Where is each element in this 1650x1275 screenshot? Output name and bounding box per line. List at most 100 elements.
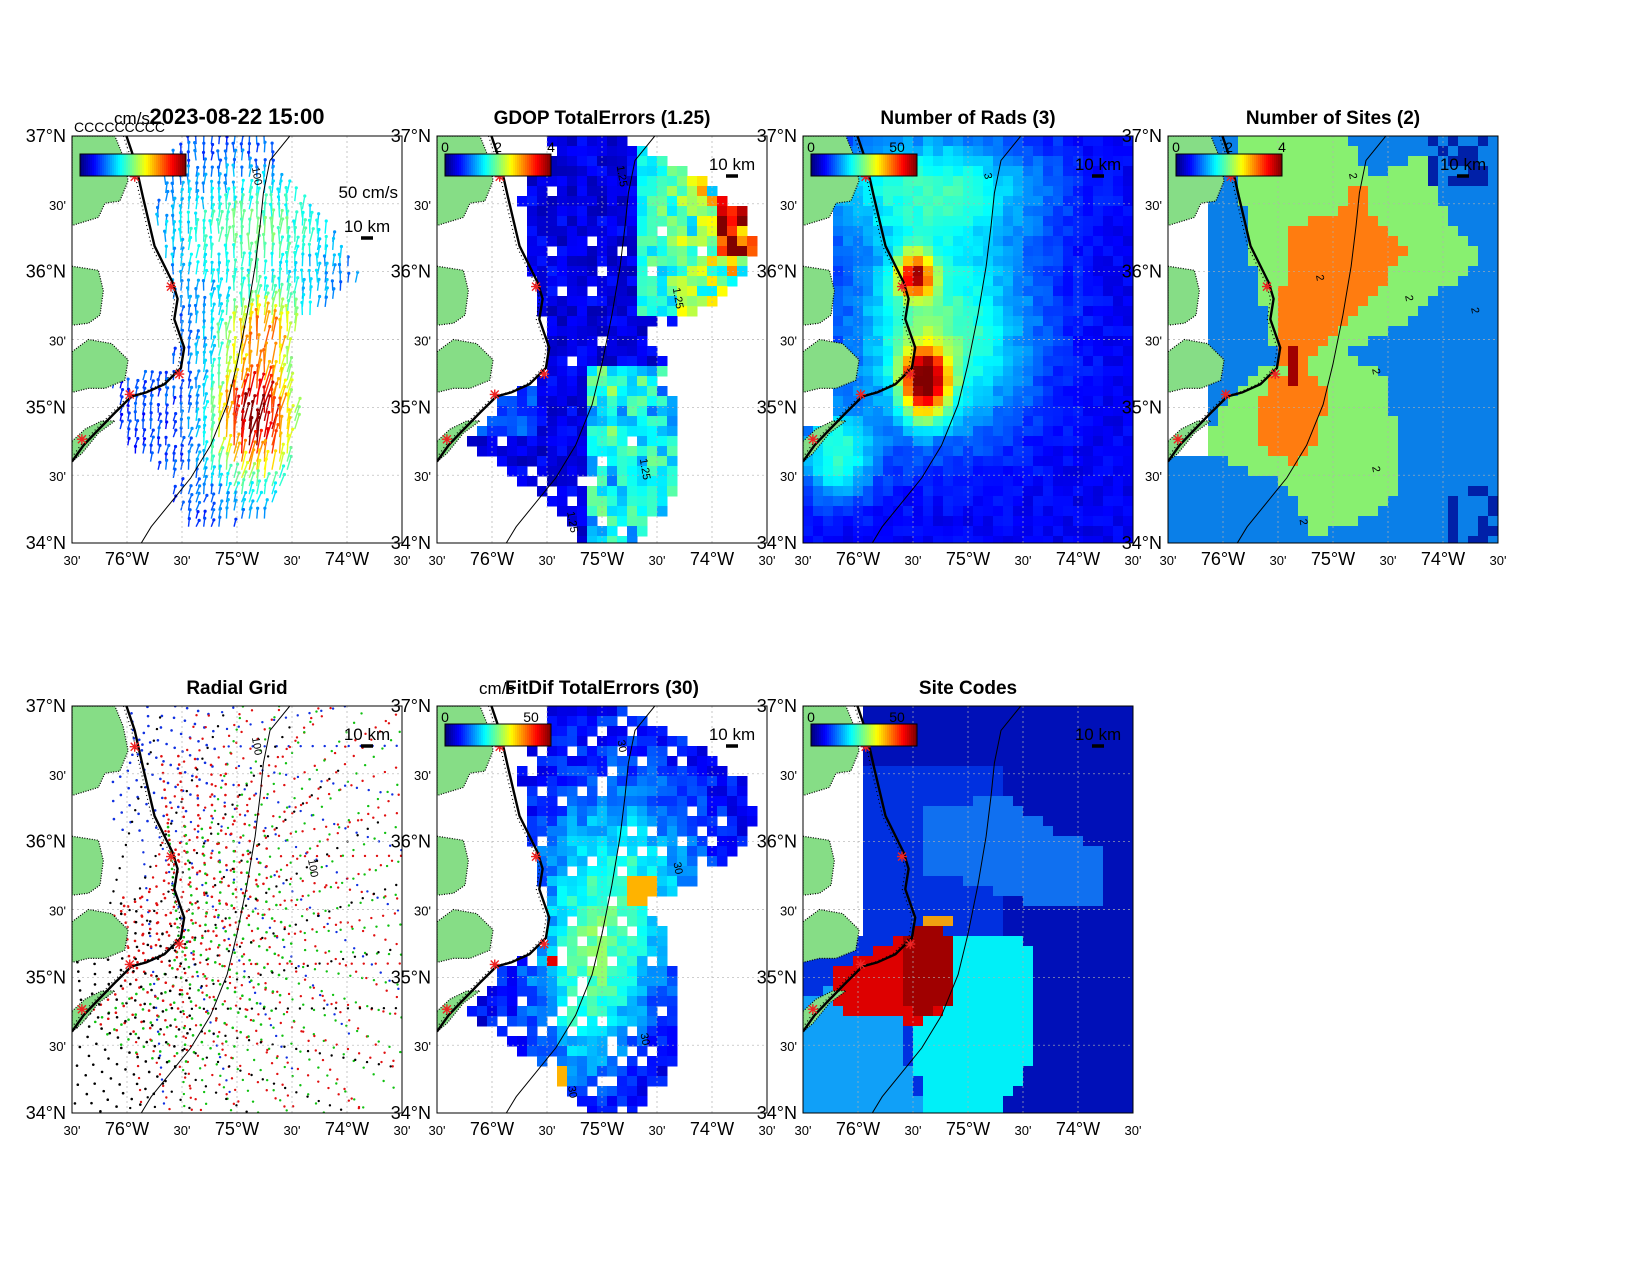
vector-head (232, 243, 236, 247)
data-cell (1113, 446, 1124, 457)
data-cell (557, 396, 568, 407)
current-vector (271, 298, 275, 316)
vector-head (158, 371, 162, 375)
data-cell (527, 406, 538, 417)
data-cell (607, 436, 618, 447)
data-cell (983, 366, 994, 377)
colorbar-swatch (116, 154, 119, 176)
data-cell (1338, 516, 1349, 527)
data-cell (1238, 336, 1249, 347)
current-vector (294, 227, 297, 242)
data-cell (1378, 496, 1389, 507)
data-cell (973, 236, 984, 247)
data-cell (697, 176, 708, 187)
data-cell (1458, 286, 1469, 297)
data-cell (1338, 186, 1349, 197)
vector-head (311, 227, 315, 231)
data-cell (973, 506, 984, 517)
data-cell (1053, 326, 1064, 337)
data-cell (1418, 206, 1429, 217)
colorbar-swatch (891, 154, 894, 176)
current-vector (263, 349, 266, 373)
data-cell (1458, 436, 1469, 447)
data-cell (953, 316, 964, 327)
data-cell (1298, 366, 1309, 377)
vector-head (239, 241, 243, 245)
vector-head (262, 372, 266, 376)
current-vector (218, 342, 223, 356)
data-cell (1278, 526, 1289, 537)
data-cell (1458, 176, 1469, 187)
data-cell (1458, 216, 1469, 227)
current-vector (240, 292, 243, 307)
data-cell (1248, 316, 1259, 327)
data-cell (1268, 146, 1279, 157)
vector-head (209, 292, 213, 296)
current-vector (256, 276, 261, 291)
data-cell (1388, 136, 1399, 147)
data-cell (973, 386, 984, 397)
data-cell (813, 476, 824, 487)
data-cell (1043, 136, 1054, 147)
data-cell (933, 386, 944, 397)
data-cell (1268, 436, 1279, 447)
data-cell (1208, 516, 1219, 527)
data-cell (983, 486, 994, 497)
data-cell (1033, 346, 1044, 357)
data-cell (577, 196, 588, 207)
data-cell (577, 306, 588, 317)
vector-head (189, 352, 193, 356)
data-cell (577, 156, 588, 167)
data-cell (1033, 486, 1044, 497)
colorbar-tick: 50 (889, 139, 905, 155)
data-cell (913, 166, 924, 177)
vector-head (285, 259, 289, 264)
data-cell (557, 326, 568, 337)
data-cell (587, 366, 598, 377)
data-cell (1428, 526, 1439, 537)
data-cell (1043, 496, 1054, 507)
data-cell (1358, 476, 1369, 487)
data-cell (1418, 356, 1429, 367)
data-cell (1378, 436, 1389, 447)
data-cell (893, 276, 904, 287)
vector-head (223, 149, 227, 153)
data-cell (657, 236, 668, 247)
vector-head (255, 257, 260, 262)
data-cell (1398, 536, 1409, 543)
data-cell (1348, 166, 1359, 177)
data-cell (1388, 346, 1399, 357)
data-cell (933, 286, 944, 297)
data-cell (1113, 296, 1124, 307)
data-cell (1063, 136, 1074, 147)
data-cell (903, 526, 914, 537)
data-cell (1458, 136, 1469, 147)
data-cell (943, 486, 954, 497)
data-cell (933, 466, 944, 477)
data-cell (993, 406, 1004, 417)
data-cell (893, 516, 904, 527)
vector-head (225, 136, 229, 139)
data-cell (1468, 416, 1479, 427)
data-cell (637, 466, 648, 477)
data-cell (587, 246, 598, 257)
vector-head (189, 484, 193, 488)
current-vector (248, 482, 253, 495)
vector-head (307, 268, 311, 273)
data-cell (587, 156, 598, 167)
data-cell (1083, 286, 1094, 297)
colorbar-swatch (128, 154, 131, 176)
data-cell (1358, 406, 1369, 417)
vector-head (216, 284, 220, 288)
vector-head (165, 420, 169, 424)
colorbar-swatch (859, 154, 862, 176)
data-cell (1478, 136, 1489, 147)
colorbar-swatch (831, 154, 834, 176)
data-cell (567, 326, 578, 337)
vector-head (248, 316, 252, 321)
colorbar-swatch (114, 154, 117, 176)
data-cell (1268, 496, 1279, 507)
vector-head (197, 500, 202, 505)
data-cell (1288, 286, 1299, 297)
colorbar-swatch (495, 154, 498, 176)
